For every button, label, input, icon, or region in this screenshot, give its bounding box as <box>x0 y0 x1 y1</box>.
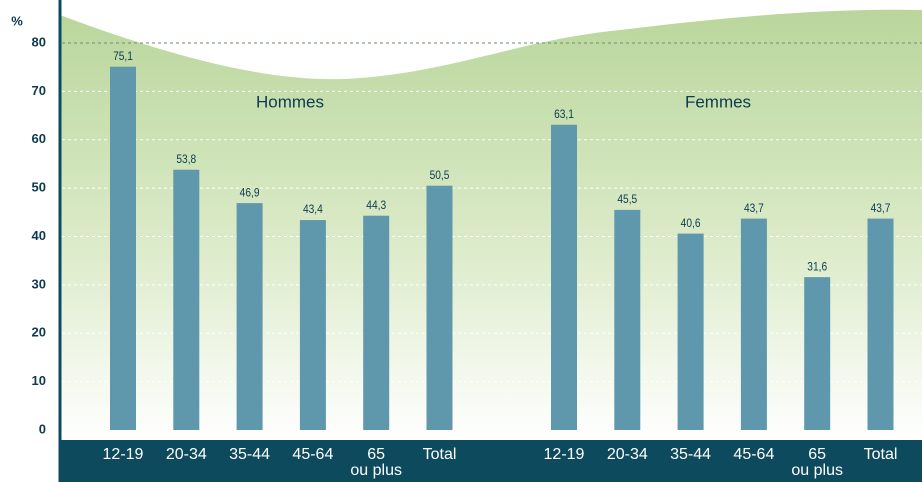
x-tick-label: 65 ou plus <box>782 447 852 479</box>
value-label: 50,5 <box>430 169 450 182</box>
x-tick-label: 12-19 <box>88 447 158 463</box>
value-label: 43,4 <box>303 204 323 217</box>
bar <box>110 67 136 430</box>
bar <box>237 203 263 430</box>
bar <box>173 170 199 430</box>
value-label: 43,7 <box>871 202 891 215</box>
x-tick-label: 20-34 <box>592 447 662 463</box>
value-label: 63,1 <box>554 108 574 121</box>
x-tick-label: 45-64 <box>719 447 789 463</box>
y-tick-label: 50 <box>32 180 46 195</box>
chart: % 0 10 20 30 40 50 60 70 80 Hommes 75,1 53,8 46,9 43,… <box>0 0 922 482</box>
bar <box>614 210 640 430</box>
y-tick-label: 0 <box>39 421 46 436</box>
group-label: Hommes <box>256 92 324 111</box>
bar <box>741 219 767 430</box>
x-tick-label: Total <box>846 447 916 463</box>
bar <box>678 234 704 430</box>
bar <box>804 277 830 430</box>
bar <box>868 219 894 430</box>
bar <box>300 220 326 430</box>
x-tick-label: 45-64 <box>278 447 348 463</box>
value-label: 40,6 <box>681 217 701 230</box>
chart-svg: % 0 10 20 30 40 50 60 70 80 Hommes 75,1 53,8 46,9 43,… <box>0 0 922 482</box>
y-axis-label: % <box>11 13 23 28</box>
x-tick-label: 20-34 <box>151 447 221 463</box>
value-label: 43,7 <box>744 202 764 215</box>
y-tick-label: 60 <box>32 131 46 146</box>
value-label: 44,3 <box>366 199 386 212</box>
x-tick-label: 35-44 <box>656 447 726 463</box>
x-tick-label: 12-19 <box>529 447 599 463</box>
bar <box>427 186 453 430</box>
y-tick-label: 10 <box>32 373 46 388</box>
y-tick-label: 30 <box>32 276 46 291</box>
bar <box>363 216 389 430</box>
x-tick-label: Total <box>405 447 475 463</box>
y-tick-label: 20 <box>32 325 46 340</box>
bar <box>551 125 577 430</box>
value-label: 45,5 <box>617 193 637 206</box>
value-label: 53,8 <box>176 153 196 166</box>
value-label: 31,6 <box>807 261 827 274</box>
y-tick-label: 40 <box>32 228 46 243</box>
group-label: Femmes <box>685 92 751 111</box>
x-tick-label: 35-44 <box>215 447 285 463</box>
value-label: 46,9 <box>240 187 260 200</box>
value-label: 75,1 <box>113 50 133 63</box>
y-tick-label: 70 <box>32 83 46 98</box>
x-tick-label: 65 ou plus <box>341 447 411 479</box>
y-tick-label: 80 <box>32 34 46 49</box>
